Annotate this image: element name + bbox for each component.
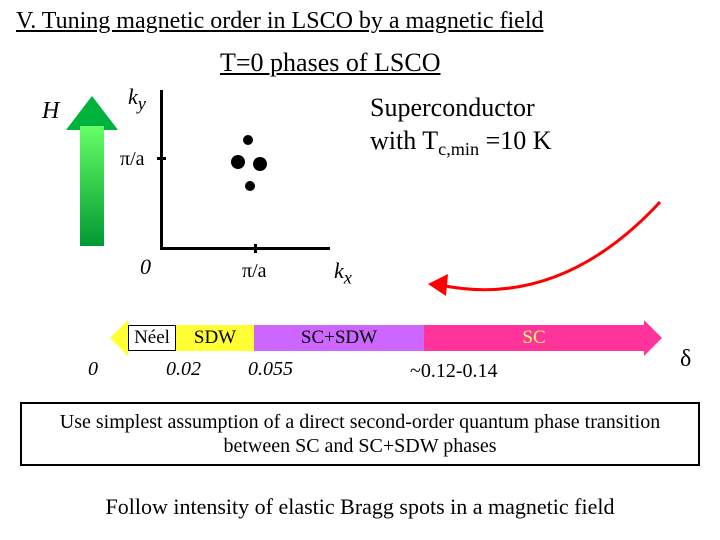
h-arrow-head	[66, 96, 118, 130]
phase-tick: 0.02	[166, 358, 201, 381]
ky-k: k	[128, 84, 138, 109]
superconductor-text: Superconductor with Tc,min =10 K	[370, 92, 552, 160]
inset-ytick	[157, 157, 166, 160]
phase-tick: 0.055	[248, 358, 293, 381]
ky-sub: y	[138, 93, 146, 113]
bragg-dot	[231, 155, 245, 169]
sc-l2c: =10 K	[479, 126, 551, 155]
pia-y-label: π/a	[120, 148, 145, 171]
phase-arrowhead-left	[110, 320, 128, 356]
phase-range-value: ~0.12-0.14	[410, 360, 497, 383]
phase-segments: NéelSDWSC+SDWSC	[128, 320, 644, 356]
inset-origin-zero: 0	[140, 254, 151, 280]
kx-label: kx	[334, 258, 352, 288]
kx-sub: x	[344, 267, 352, 287]
inset-yaxis	[160, 90, 163, 250]
inset-xaxis	[160, 247, 330, 250]
note-box: Use simplest assumption of a direct seco…	[20, 402, 700, 466]
inset-plot	[160, 90, 340, 280]
bragg-dot	[253, 157, 267, 171]
phase-seg-sc: SC	[424, 325, 644, 351]
bragg-dot	[243, 135, 253, 145]
phase-zero: 0	[88, 358, 98, 381]
h-arrow-shaft	[80, 126, 104, 246]
h-field-arrow	[72, 96, 112, 246]
h-label: H	[42, 98, 59, 125]
phase-seg-sdw: SDW	[176, 325, 254, 351]
pia-x-label: π/a	[242, 260, 267, 283]
section-title: V. Tuning magnetic order in LSCO by a ma…	[16, 8, 544, 35]
bottom-line: Follow intensity of elastic Bragg spots …	[0, 494, 720, 520]
sc-l2a: with T	[370, 126, 438, 155]
phase-diagram-bar: NéelSDWSC+SDWSC	[110, 320, 670, 356]
phase-seg-sc-sdw: SC+SDW	[254, 325, 424, 351]
sc-line1: Superconductor	[370, 92, 552, 125]
curve-arrowhead	[428, 274, 448, 296]
kx-k: k	[334, 258, 344, 283]
sc-line2: with Tc,min =10 K	[370, 125, 552, 161]
delta-label: δ	[680, 346, 691, 373]
bragg-dot	[245, 181, 255, 191]
inset-xtick	[254, 244, 257, 253]
red-curve-arrow	[420, 200, 670, 320]
phase-arrowhead-right	[644, 320, 662, 356]
ky-label: ky	[128, 84, 146, 114]
sc-l2b: c,min	[438, 139, 479, 159]
subtitle: T=0 phases of LSCO	[220, 48, 440, 78]
phase-seg-n-el: Néel	[128, 325, 176, 351]
